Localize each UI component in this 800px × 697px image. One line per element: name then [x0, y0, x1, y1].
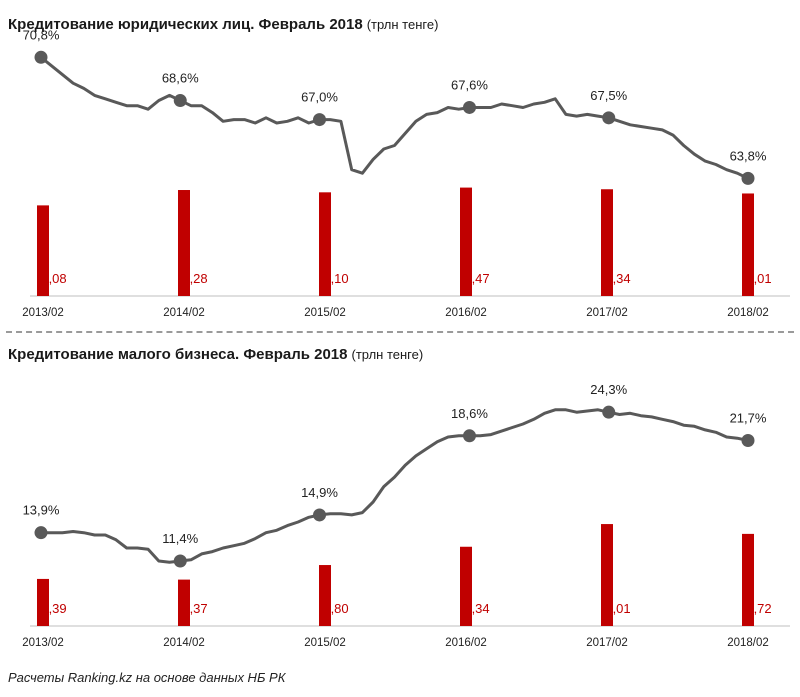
bar	[601, 524, 613, 626]
bar	[319, 565, 331, 626]
share-label: 14,9%	[301, 485, 338, 500]
chart1-title: Кредитование юридических лиц. Февраль 20…	[8, 16, 438, 33]
bar-value-label: 8,10	[323, 271, 348, 286]
share-label: 63,8%	[730, 148, 767, 163]
x-tick-label: 2018/02	[727, 637, 769, 649]
section-divider	[6, 331, 794, 333]
chart2-title-text: Кредитование малого бизнеса. Февраль 201…	[8, 346, 348, 363]
bar-value-label: 7,08	[41, 271, 66, 286]
share-label: 13,9%	[23, 503, 60, 518]
share-marker	[34, 50, 48, 64]
chart1-unit: (трлн тенге)	[366, 17, 439, 32]
chart1-title-text: Кредитование юридических лиц. Февраль 20…	[8, 16, 363, 33]
chart2-unit: (трлн тенге)	[351, 347, 424, 362]
bar	[601, 189, 613, 296]
share-label: 67,5%	[590, 88, 627, 103]
bar	[37, 578, 49, 626]
x-tick-label: 2016/02	[445, 307, 487, 319]
bar-value-label: 8,01	[746, 271, 771, 286]
chart2-svg: 2013/02 1,39 2014/02 1,37 2015/02 1,80 2016/02…	[22, 382, 790, 649]
bar-value-label: 3,01	[605, 601, 630, 616]
bar-value-label: 1,80	[323, 601, 348, 616]
share-line	[39, 408, 750, 564]
bar-value-label: 8,47	[464, 271, 489, 286]
x-tick-label: 2013/02	[22, 307, 64, 319]
share-label: 67,6%	[451, 77, 488, 92]
share-marker	[462, 100, 476, 114]
share-marker	[34, 526, 48, 540]
share-label: 11,4%	[162, 531, 198, 546]
share-marker	[741, 171, 755, 185]
share-marker	[173, 94, 187, 108]
x-tick-label: 2014/02	[163, 637, 205, 649]
bar	[742, 533, 754, 626]
source-note: Расчеты Ranking.kz на основе данных НБ Р…	[8, 670, 286, 685]
bar-value-label: 8,34	[605, 271, 630, 286]
share-marker	[602, 111, 616, 125]
share-marker	[313, 113, 327, 127]
share-line	[39, 55, 750, 180]
x-tick-label: 2018/02	[727, 307, 769, 319]
bar	[178, 579, 190, 626]
bar	[37, 205, 49, 296]
x-tick-label: 2017/02	[586, 307, 628, 319]
share-label: 21,7%	[730, 411, 767, 426]
x-tick-label: 2015/02	[304, 637, 346, 649]
bar-value-label: 1,39	[41, 601, 66, 616]
share-marker	[462, 429, 476, 443]
bar-value-label: 1,37	[182, 601, 207, 616]
x-tick-label: 2015/02	[304, 307, 346, 319]
x-tick-label: 2016/02	[445, 637, 487, 649]
share-marker	[313, 508, 327, 522]
x-tick-label: 2013/02	[22, 637, 64, 649]
bar	[460, 187, 472, 296]
chart2-title: Кредитование малого бизнеса. Февраль 201…	[8, 346, 423, 363]
bar-value-label: 8,28	[182, 271, 207, 286]
x-tick-label: 2017/02	[586, 637, 628, 649]
bar-value-label: 2,34	[464, 601, 489, 616]
share-label: 70,8%	[23, 27, 60, 42]
bar	[319, 192, 331, 296]
bar	[742, 193, 754, 296]
bar	[178, 190, 190, 296]
share-label: 68,6%	[162, 71, 199, 86]
share-label: 67,0%	[301, 90, 338, 105]
share-label: 18,6%	[451, 406, 488, 421]
bar	[460, 546, 472, 626]
x-tick-label: 2014/02	[163, 307, 205, 319]
share-marker	[602, 405, 616, 419]
chart1-svg: 2013/02 7,08 2014/02 8,28 2015/02 8,10 2016/02…	[22, 27, 790, 319]
share-marker	[173, 554, 187, 568]
share-label: 24,3%	[590, 382, 627, 397]
share-marker	[741, 434, 755, 448]
bar-value-label: 2,72	[746, 601, 771, 616]
